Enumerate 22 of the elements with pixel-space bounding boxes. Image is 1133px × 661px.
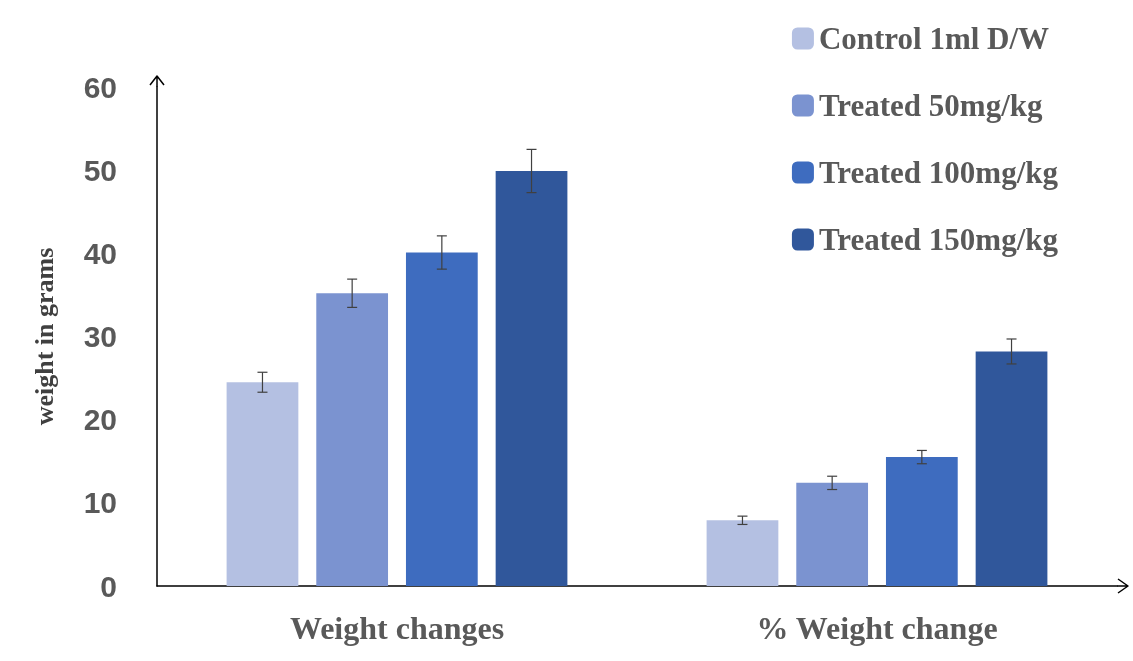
y-tick-label: 60 <box>83 70 117 104</box>
x-tick-label: Weight changes <box>289 610 505 646</box>
y-tick-label: 50 <box>83 153 117 187</box>
bar <box>706 520 779 586</box>
bar <box>495 171 568 586</box>
legend-label: Treated 150mg/kg <box>818 222 1059 257</box>
y-tick-label: 10 <box>83 486 117 520</box>
bar <box>885 457 958 586</box>
y-axis-title: weight in grams <box>29 247 59 426</box>
y-tick-label: 30 <box>83 320 117 353</box>
bar <box>405 252 478 586</box>
y-tick-label: 0 <box>100 569 117 603</box>
bar <box>316 293 389 586</box>
bar <box>975 351 1048 586</box>
y-tick-label: 20 <box>83 403 117 437</box>
legend-label: Treated 100mg/kg <box>818 155 1059 190</box>
bar <box>226 382 299 586</box>
y-tick-label: 40 <box>83 236 117 270</box>
x-tick-label: % Weight change <box>756 610 998 646</box>
legend-label: Treated 50mg/kg <box>818 88 1043 123</box>
legend-label: Control 1ml D/W <box>818 21 1050 56</box>
bar <box>796 482 869 586</box>
